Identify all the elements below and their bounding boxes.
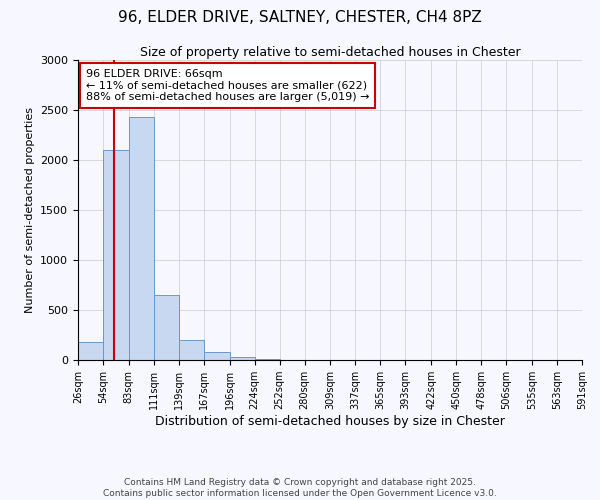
Bar [254,358,280,360]
Bar [103,150,129,360]
Bar [78,342,103,360]
Bar [230,357,254,360]
Title: Size of property relative to semi-detached houses in Chester: Size of property relative to semi-detach… [140,46,520,59]
X-axis label: Distribution of semi-detached houses by size in Chester: Distribution of semi-detached houses by … [155,415,505,428]
Bar [129,117,154,360]
Text: 96, ELDER DRIVE, SALTNEY, CHESTER, CH4 8PZ: 96, ELDER DRIVE, SALTNEY, CHESTER, CH4 8… [118,10,482,25]
Text: 96 ELDER DRIVE: 66sqm
← 11% of semi-detached houses are smaller (622)
88% of sem: 96 ELDER DRIVE: 66sqm ← 11% of semi-deta… [86,69,369,102]
Bar [179,340,204,360]
Bar [204,352,230,360]
Text: Contains HM Land Registry data © Crown copyright and database right 2025.
Contai: Contains HM Land Registry data © Crown c… [103,478,497,498]
Y-axis label: Number of semi-detached properties: Number of semi-detached properties [25,107,35,313]
Bar [154,295,179,360]
